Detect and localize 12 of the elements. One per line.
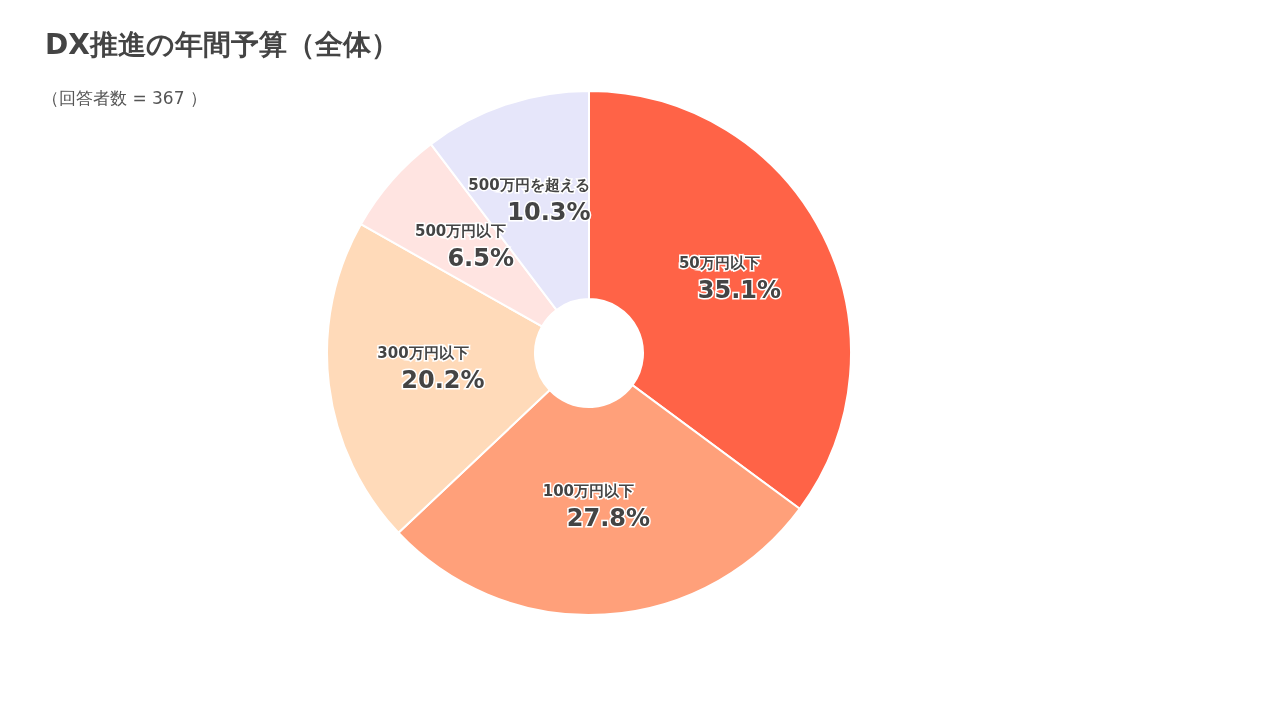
data-label: 20.2% xyxy=(401,365,485,394)
slice-label: 500万円を超える xyxy=(468,175,590,194)
slice-label: 100万円以下 xyxy=(542,481,635,500)
data-label: 35.1% xyxy=(697,276,781,305)
slice-label: 300万円以下 xyxy=(377,343,469,362)
chart-title: DX推進の年間予算（全体） xyxy=(45,27,399,63)
data-label: 27.8% xyxy=(566,503,651,532)
slice-label: 50万円以下 xyxy=(678,254,760,273)
slice-label: 500万円以下 xyxy=(415,221,507,240)
data-label: 6.5% xyxy=(447,243,514,272)
text: （回答者数 = 367 ） xyxy=(42,87,207,110)
data-label: 10.3% xyxy=(507,197,591,226)
